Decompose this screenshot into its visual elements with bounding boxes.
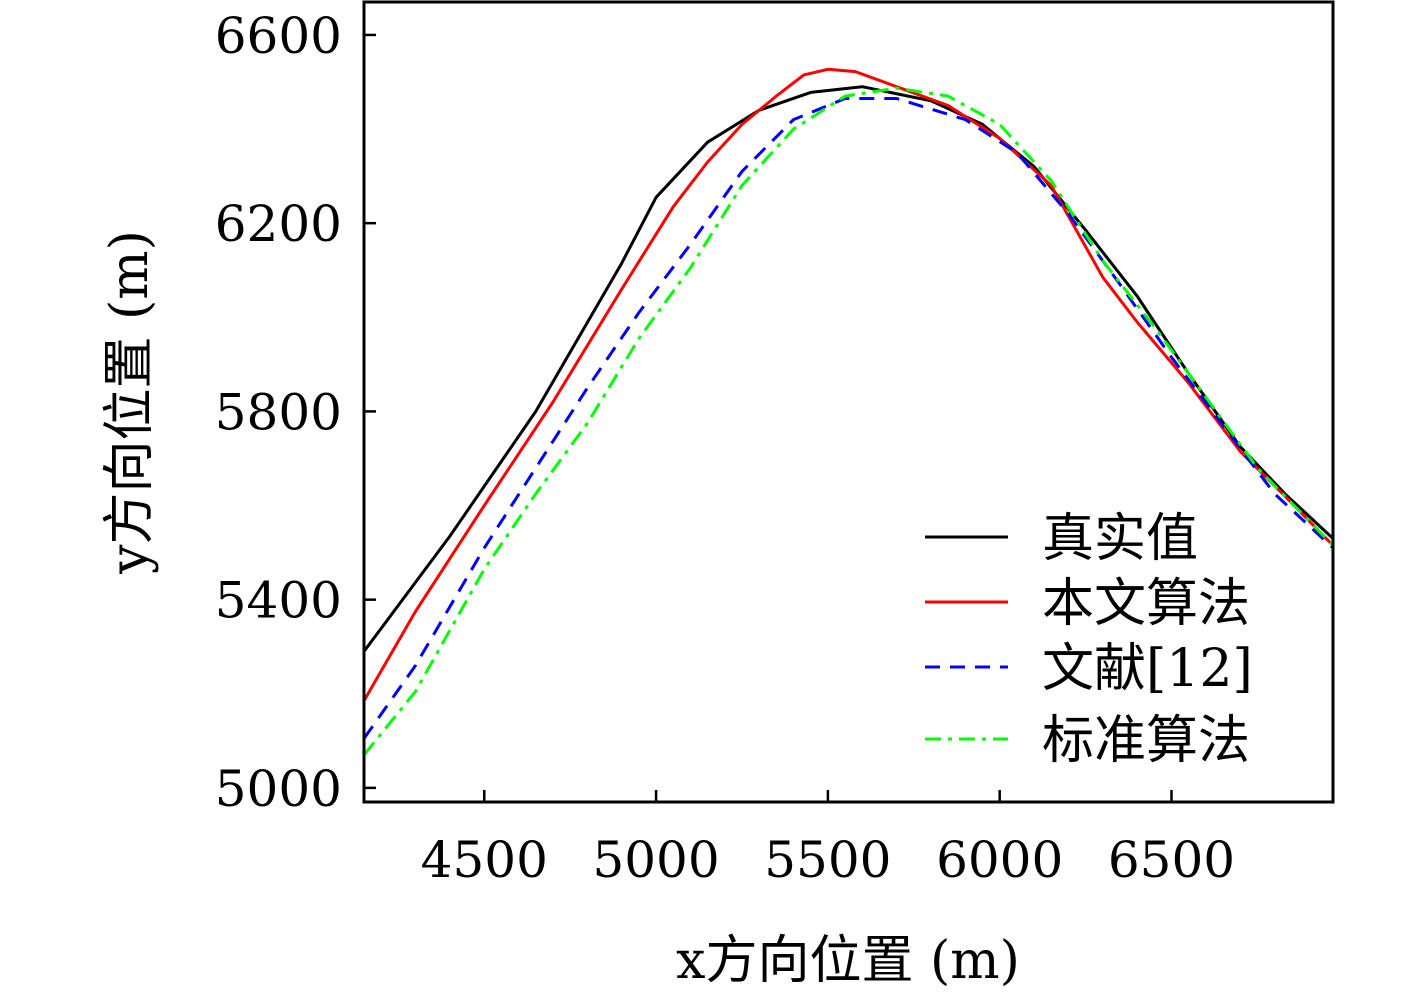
x-tick-label: 5500 (764, 831, 891, 889)
series-line-3 (364, 97, 1333, 740)
legend-label-1: 真实值 (1042, 509, 1198, 569)
x-tick-label: 5000 (592, 831, 719, 889)
series-line-1 (364, 85, 1333, 653)
y-tick-label: 5800 (215, 383, 342, 441)
y-axis-label: y方向位置 (m) (100, 230, 160, 575)
x-axis-label: x方向位置 (m) (676, 931, 1020, 991)
series-line-4 (364, 86, 1333, 756)
y-tick-label: 6600 (215, 7, 342, 65)
x-tick-label: 4500 (421, 831, 548, 889)
y-tick-label: 5400 (215, 572, 342, 630)
x-tick-label: 6000 (936, 831, 1063, 889)
legend-label-4: 标准算法 (1042, 711, 1250, 771)
series-layer (364, 67, 1333, 756)
plot-frame (362, 0, 1335, 804)
series-line-2 (364, 67, 1333, 702)
legend-label-2: 本文算法 (1042, 574, 1250, 634)
legend-label-3: 文献[12] (1042, 639, 1253, 699)
y-tick-label: 5000 (215, 760, 342, 818)
y-tick-label: 6200 (215, 195, 342, 253)
ticks-layer: 4500 5000 5500 6000 6500 5000 5400 5800 6200 6600 (215, 7, 1235, 889)
x-tick-label: 6500 (1108, 831, 1235, 889)
